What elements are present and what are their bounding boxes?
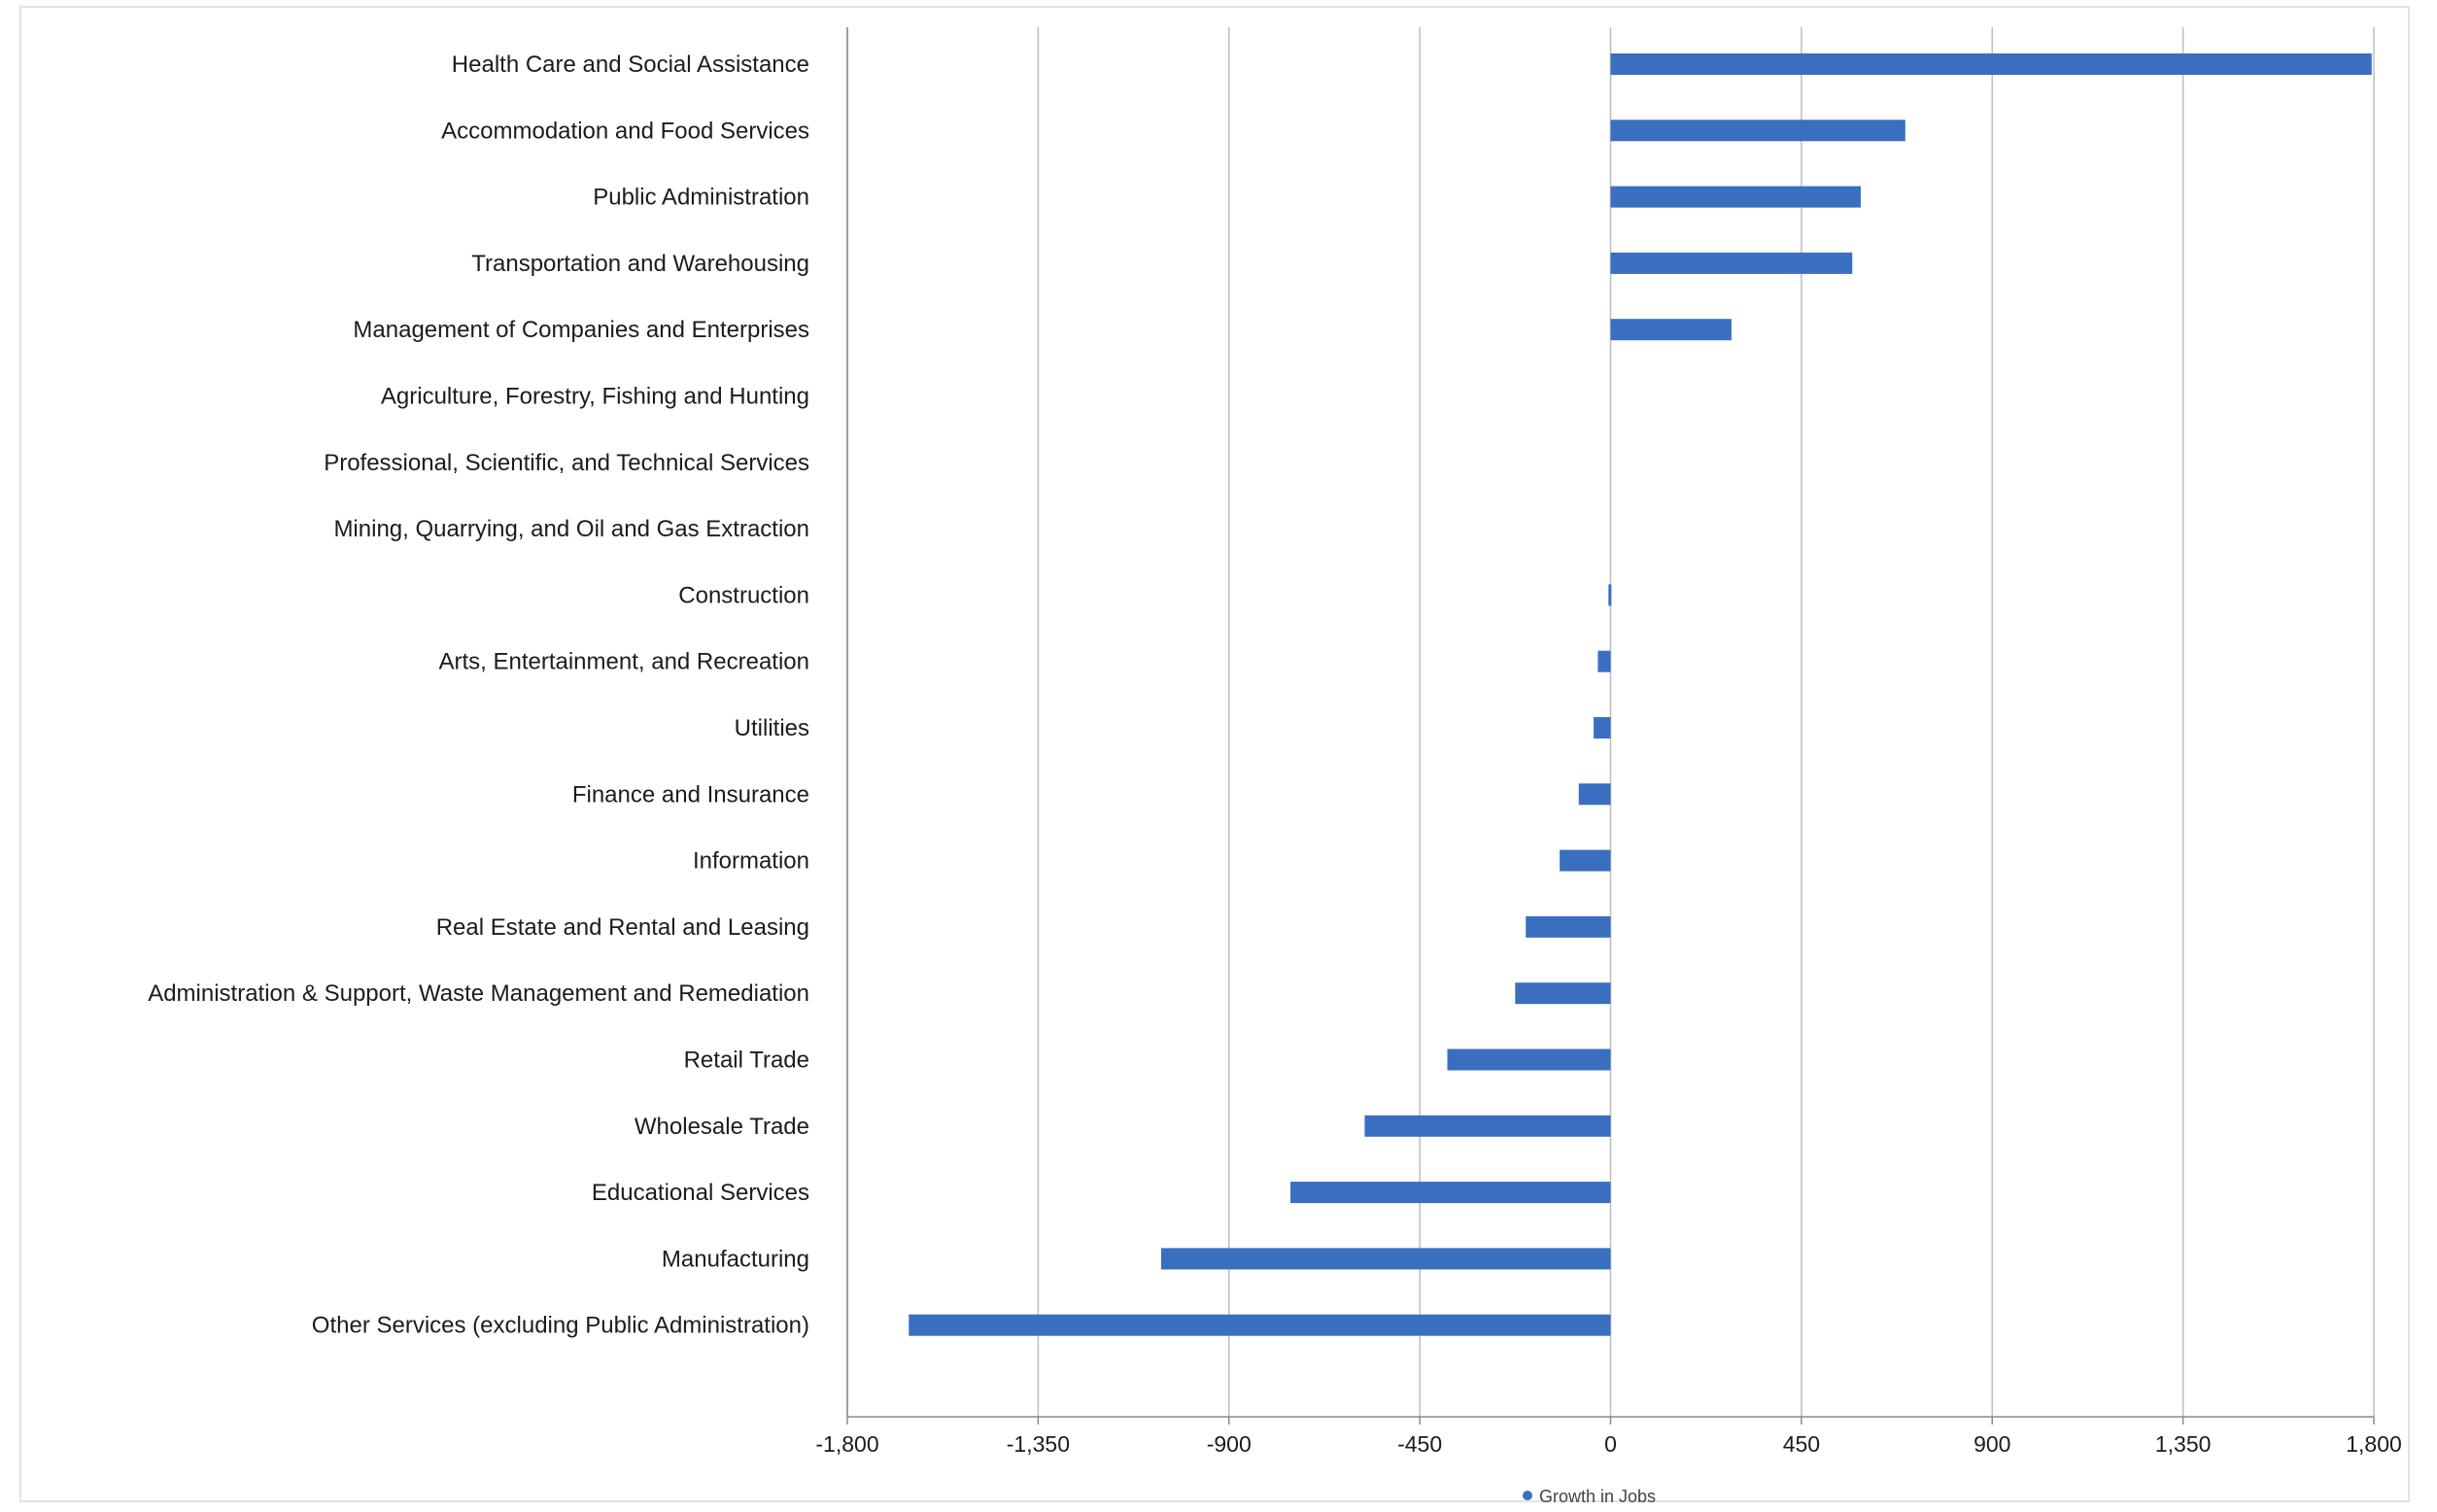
legend-label-growth-in-jobs: Growth in Jobs [1539, 1487, 1656, 1506]
category-label: Agriculture, Forestry, Fishing and Hunti… [381, 384, 809, 410]
category-label: Transportation and Warehousing [471, 251, 809, 277]
bar [1290, 1182, 1611, 1204]
category-label: Utilities [735, 715, 809, 741]
bars-group [909, 53, 2372, 1336]
bar [909, 1314, 1611, 1336]
category-label: Administration & Support, Waste Manageme… [148, 980, 809, 1007]
category-label: Educational Services [592, 1180, 809, 1206]
category-label: Health Care and Social Assistance [452, 52, 809, 78]
category-label: Accommodation and Food Services [441, 118, 809, 144]
category-label: Public Administration [593, 185, 809, 211]
bar [1610, 319, 1732, 341]
category-label: Construction [678, 582, 809, 608]
category-label: Other Services (excluding Public Adminis… [312, 1313, 809, 1339]
category-label: Finance and Insurance [572, 781, 809, 808]
legend: Growth in Jobs [1523, 1487, 1656, 1506]
bar [1560, 849, 1611, 872]
bar [1447, 1048, 1611, 1071]
bar [1610, 120, 1905, 142]
bar [1364, 1115, 1611, 1137]
legend-swatch-growth-in-jobs [1523, 1491, 1532, 1500]
category-label: Retail Trade [684, 1048, 809, 1074]
category-label: Mining, Quarrying, and Oil and Gas Extra… [333, 516, 809, 542]
category-label: Professional, Scientific, and Technical … [324, 450, 809, 476]
bar [1578, 783, 1611, 806]
chart-frame [19, 6, 2410, 1502]
category-label: Arts, Entertainment, and Recreation [438, 649, 809, 675]
bar [1610, 252, 1853, 274]
bar [1160, 1248, 1611, 1270]
bar [1610, 53, 2372, 75]
category-labels: Health Care and Social Assistance Accommo… [148, 52, 809, 1339]
bar [1526, 915, 1611, 938]
bar [1594, 717, 1611, 739]
x-tick-label: 0 [1604, 1431, 1617, 1457]
category-label: Management of Companies and Enterprises [353, 317, 809, 343]
bar [1597, 650, 1611, 672]
bar [1608, 584, 1612, 606]
x-tick-label: -1,350 [1007, 1431, 1070, 1457]
x-tick-label: -900 [1207, 1431, 1252, 1457]
x-tick-label: -450 [1397, 1431, 1442, 1457]
category-label: Wholesale Trade [635, 1114, 809, 1140]
x-tick-label: 1,350 [2155, 1431, 2212, 1457]
x-tick-label: -1,800 [815, 1431, 878, 1457]
x-tick-label: 450 [1783, 1431, 1820, 1457]
bar [1610, 186, 1861, 208]
category-label: Real Estate and Rental and Leasing [436, 914, 809, 941]
category-label: Manufacturing [662, 1246, 809, 1272]
x-tick-labels: -1,800 -1,350 -900 -450 0 450 900 1,350 1,800 [815, 1431, 2401, 1457]
x-tick-label: 1,800 [2346, 1431, 2402, 1457]
bar [1515, 982, 1611, 1005]
x-tick-label: 900 [1974, 1431, 2010, 1457]
category-label: Information [693, 848, 809, 875]
